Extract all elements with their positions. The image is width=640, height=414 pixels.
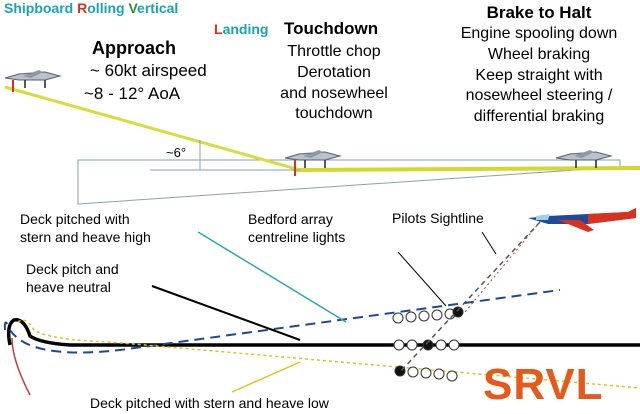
title-word-rolling: olling bbox=[87, 0, 129, 16]
label-stern-high: Deck pitched with stern and heave high bbox=[20, 210, 151, 246]
glide-path bbox=[4, 85, 301, 172]
approach-airspeed: ~ 60kt airspeed bbox=[90, 61, 207, 80]
title-letter-l: L bbox=[214, 21, 223, 37]
approach-heading: Approach bbox=[92, 38, 177, 58]
jet-aircraft-icon bbox=[284, 150, 342, 176]
leader-stern-high bbox=[197, 231, 347, 323]
title-letter-r: R bbox=[77, 0, 88, 16]
label-bedford-array: Bedford array centreline lights bbox=[248, 210, 345, 246]
brake-heading: Brake to Halt bbox=[486, 3, 592, 22]
label-line: Deck pitch and bbox=[26, 261, 119, 277]
touchdown-line: and nosewheel bbox=[280, 84, 388, 102]
bedford-lights-upper bbox=[392, 306, 464, 324]
diagram-title-landing: Landing bbox=[214, 21, 269, 38]
srvl-logo: SRVL bbox=[483, 360, 604, 409]
title-letter-v: V bbox=[128, 0, 138, 16]
touchdown-details: Throttle chop Derotation and nosewheel t… bbox=[265, 42, 403, 125]
label-line: Bedford array bbox=[248, 211, 333, 227]
title-word-landing: anding bbox=[222, 21, 269, 37]
brake-section: Brake to Halt Engine spooling down Wheel… bbox=[440, 2, 638, 128]
bedford-lights-neutral bbox=[393, 339, 460, 351]
leader-neutral bbox=[151, 285, 301, 341]
leader-bedford bbox=[397, 251, 447, 307]
jet-aircraft-icon bbox=[528, 208, 636, 232]
deck-line-neutral bbox=[6, 318, 640, 347]
title-letter-s: S bbox=[4, 0, 14, 16]
jet-aircraft-icon bbox=[555, 150, 613, 168]
jet-aircraft-icon bbox=[4, 70, 62, 92]
brake-line: nosewheel steering / bbox=[465, 87, 613, 105]
bedford-lights-lower bbox=[394, 365, 458, 382]
deck-line-stern-low bbox=[17, 319, 640, 389]
label-line: centreline lights bbox=[248, 229, 346, 246]
deck-line-stern-high bbox=[3, 289, 561, 354]
flight-deck-line bbox=[294, 166, 640, 172]
brake-line: differential braking bbox=[473, 108, 605, 126]
label-stern-low: Deck pitched with stern and heave low bbox=[90, 395, 329, 411]
touchdown-line: touchdown bbox=[295, 105, 373, 123]
title-word-shipboard: hipboard bbox=[13, 0, 78, 16]
touchdown-line: Throttle chop bbox=[287, 43, 381, 60]
title-word-vertical: ertical bbox=[137, 0, 179, 16]
approach-aoa: ~8 - 12° AoA bbox=[84, 84, 181, 103]
leader-stern-low bbox=[231, 361, 301, 393]
approach-angle: ~6° bbox=[166, 145, 187, 160]
label-line: stern and heave high bbox=[20, 229, 151, 246]
touchdown-line: Derotation bbox=[297, 63, 371, 81]
touchdown-heading: Touchdown bbox=[284, 19, 379, 38]
label-pilots-sightline: Pilots Sightline bbox=[392, 210, 484, 226]
label-line: heave neutral bbox=[26, 279, 111, 296]
brake-line: Engine spooling down bbox=[460, 25, 618, 43]
brake-line: Wheel braking bbox=[487, 45, 591, 63]
label-line: Deck pitched with bbox=[20, 211, 130, 227]
leader-sightline bbox=[481, 231, 497, 255]
sightline-primary bbox=[399, 221, 541, 373]
label-neutral: Deck pitch and heave neutral bbox=[26, 260, 119, 296]
brake-line: Keep straight with bbox=[475, 66, 603, 84]
diagram-title: Shipboard Rolling Vertical bbox=[4, 0, 179, 17]
ramp-stern-low bbox=[11, 337, 31, 396]
